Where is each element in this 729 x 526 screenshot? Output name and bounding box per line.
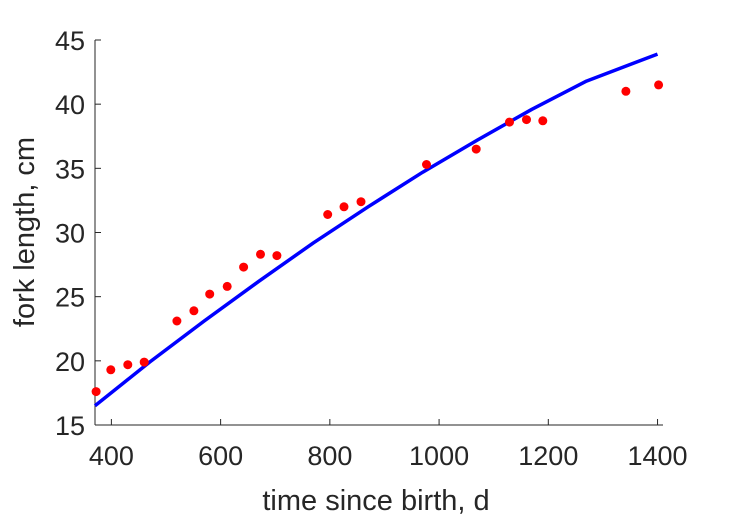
data-point — [91, 387, 101, 397]
data-point — [123, 360, 133, 370]
axes — [94, 39, 663, 426]
data-point — [256, 249, 265, 259]
y-tick-label: 25 — [55, 283, 85, 313]
y-tick-label: 40 — [55, 90, 85, 120]
data-point — [222, 281, 232, 291]
y-tick-label: 30 — [55, 219, 85, 249]
y-tick-label: 20 — [55, 347, 85, 377]
data-point — [339, 202, 349, 212]
x-tick-label: 1400 — [627, 441, 687, 471]
data-point — [356, 197, 366, 207]
data-point — [205, 289, 215, 299]
y-axis-label: fork length, cm — [9, 137, 41, 327]
fit-curve-layer — [93, 52, 659, 408]
y-tick-label: 35 — [55, 154, 85, 184]
y-tick-label: 15 — [55, 411, 85, 441]
x-tick-label: 1200 — [518, 441, 578, 471]
x-tick-label: 1000 — [409, 441, 469, 471]
data-point — [189, 306, 199, 316]
x-tick-label: 600 — [198, 441, 243, 471]
data-point — [172, 316, 182, 326]
data-point — [323, 210, 333, 219]
data-point — [505, 117, 514, 127]
x-tick-label: 400 — [89, 441, 134, 471]
data-point — [471, 144, 481, 154]
data-point — [654, 80, 664, 90]
y-tick-label: 45 — [55, 26, 85, 56]
data-point — [538, 116, 548, 126]
data-point — [621, 86, 631, 96]
data-point — [422, 160, 431, 169]
data-point — [139, 357, 149, 367]
fit-curve — [93, 52, 659, 408]
data-point — [106, 365, 116, 375]
x-tick-label: 800 — [307, 441, 352, 471]
data-points-layer — [91, 80, 664, 397]
data-point — [522, 115, 531, 125]
data-point — [272, 251, 282, 261]
tick-labels: 400 600 800 1000 1200 1400 15 20 25 30 35 40 45 — [55, 26, 688, 471]
x-axis-label: time since birth, d — [262, 485, 489, 517]
data-point — [239, 262, 249, 272]
